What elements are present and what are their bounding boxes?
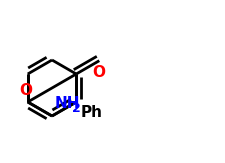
Text: NH: NH: [55, 96, 81, 111]
Text: O: O: [92, 65, 105, 80]
Text: Ph: Ph: [80, 105, 102, 120]
Text: O: O: [19, 83, 32, 98]
Text: 2: 2: [72, 102, 81, 115]
